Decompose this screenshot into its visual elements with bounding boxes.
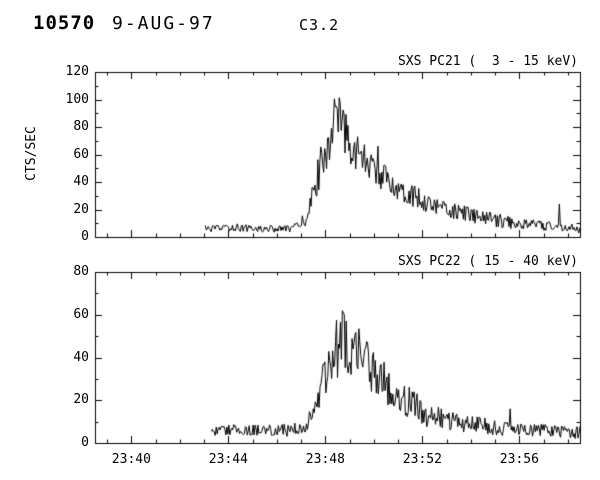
y-tick-label: 60 <box>73 146 89 162</box>
y-tick-label: 40 <box>73 349 89 365</box>
y-tick-label: 40 <box>73 174 89 189</box>
x-tick-label: 23:56 <box>499 452 539 467</box>
y-tick-label: 20 <box>73 201 89 217</box>
y-tick-label: 0 <box>81 435 89 450</box>
x-tick-label: 23:52 <box>402 452 442 467</box>
y-tick-label: 100 <box>65 91 89 107</box>
flare-class: C3.2 <box>299 16 340 34</box>
panel1-title: SXS PC21 ( 3 - 15 keV) <box>397 54 578 69</box>
x-tick-label: 23:40 <box>111 452 151 467</box>
panel2-title: SXS PC22 ( 15 - 40 keV) <box>397 254 578 269</box>
x-tick-label: 23:48 <box>305 452 345 467</box>
y-tick-label: 60 <box>73 306 89 322</box>
y-tick-label: 0 <box>81 229 89 244</box>
y-tick-label: 80 <box>73 264 89 279</box>
y-tick-label: 20 <box>73 392 89 408</box>
event-date: 9-AUG-97 <box>112 13 215 34</box>
x-tick-label: 23:44 <box>208 452 248 467</box>
event-id: 10570 <box>33 12 96 34</box>
y-axis-label: CTS/SEC <box>23 126 39 181</box>
y-tick-label: 120 <box>65 64 89 79</box>
y-tick-label: 80 <box>73 119 89 134</box>
